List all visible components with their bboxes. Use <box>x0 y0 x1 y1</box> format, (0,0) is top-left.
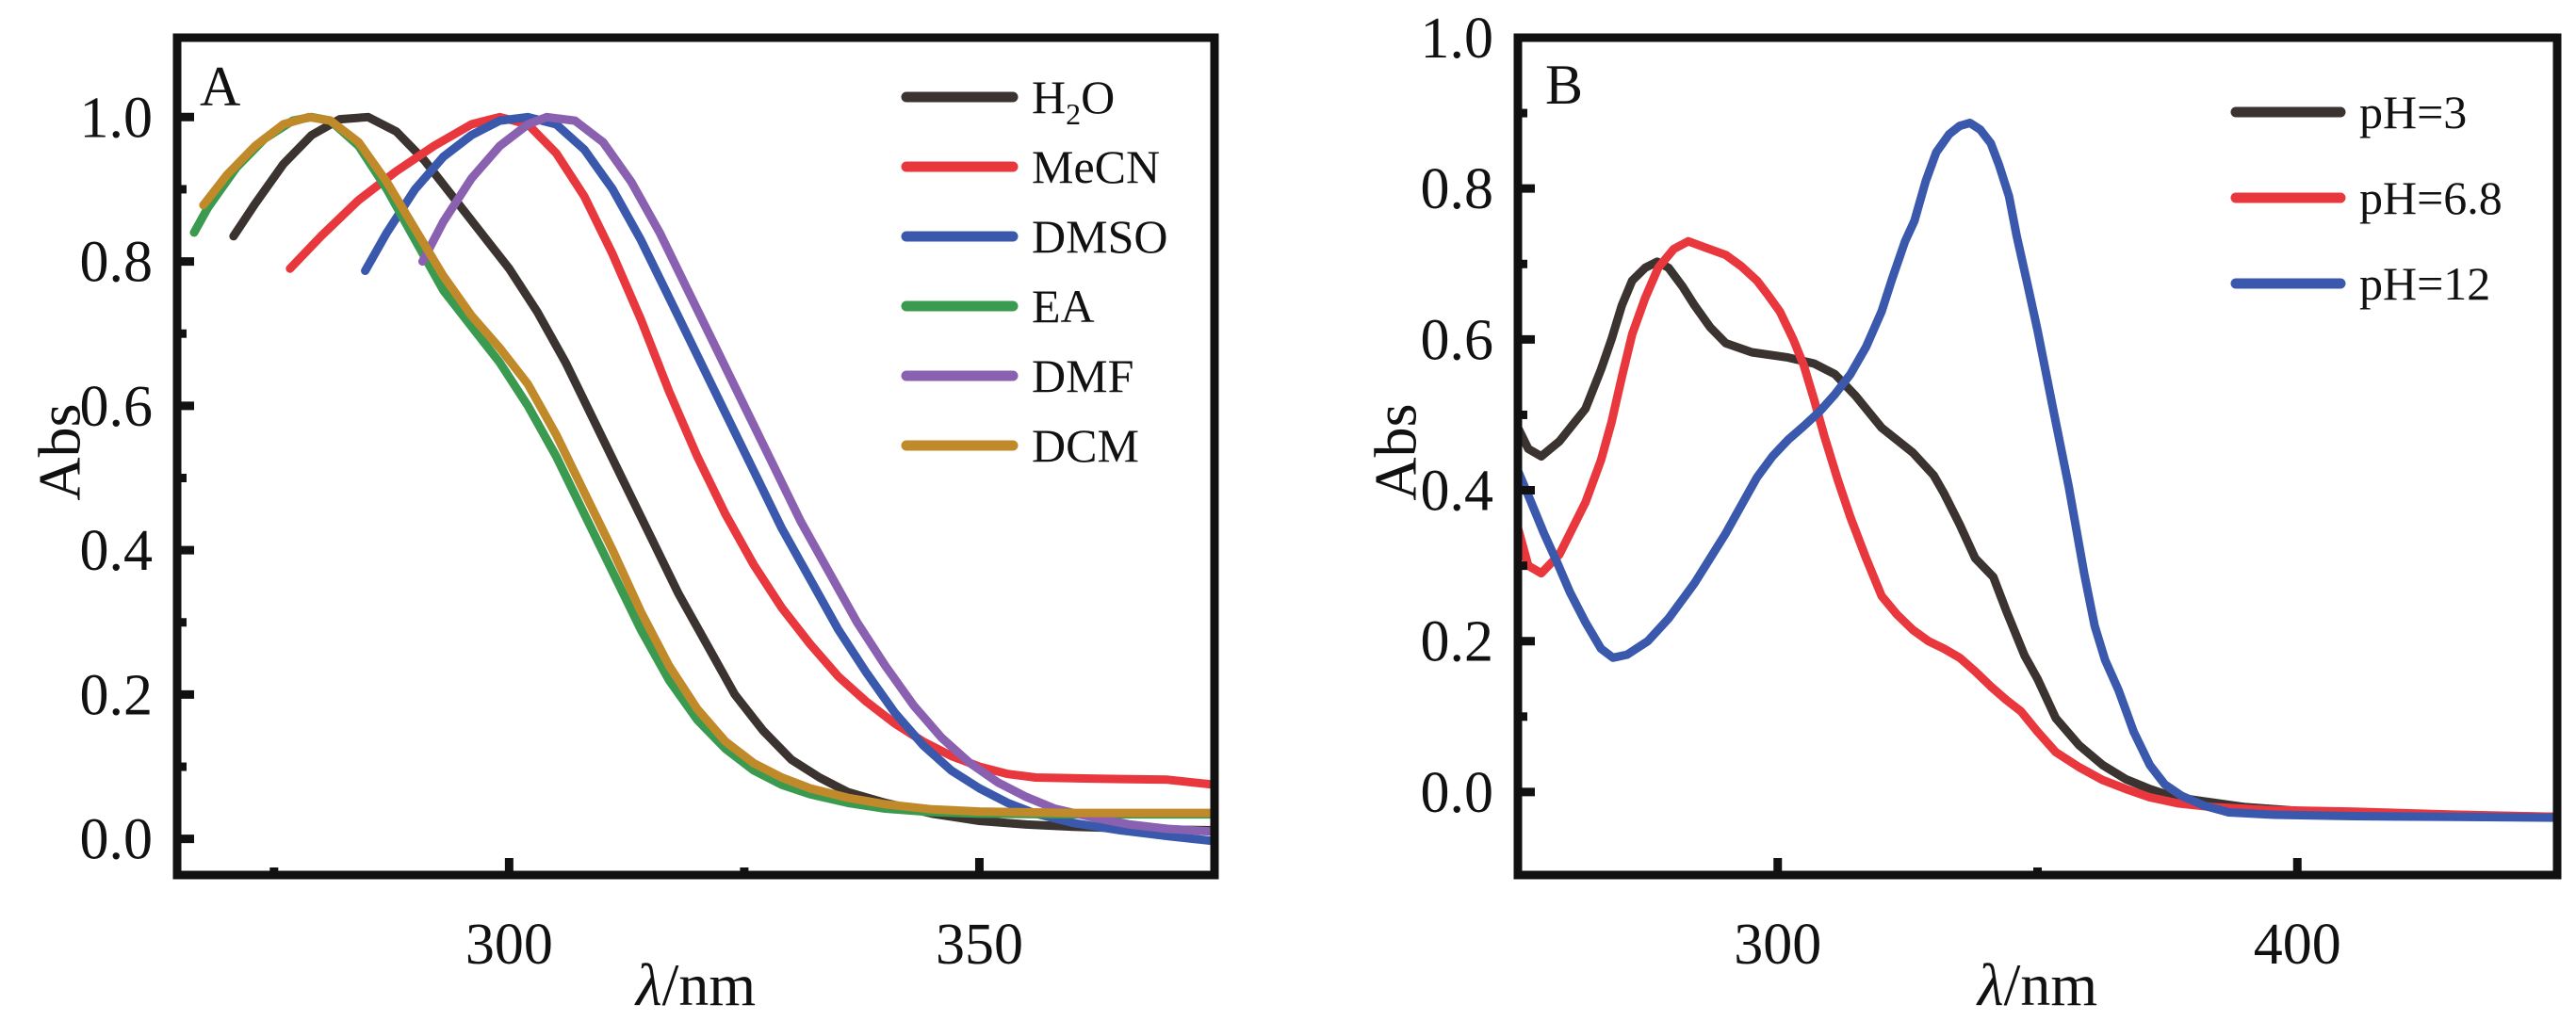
panel-a-tick-labels: 0.0 0.2 0.4 0.6 0.8 1.0 300 350 <box>80 86 1023 977</box>
panel-a-series-dmf <box>418 112 1215 836</box>
panel-b-letter: B <box>1545 54 1583 116</box>
panel-a-legend-label: DMF <box>1032 349 1133 402</box>
panel-b-x-tick-label: 400 <box>2254 913 2341 977</box>
panel-b-series-ph-12 <box>1518 119 2557 822</box>
panel-a-legend-item: MeCN <box>901 140 1160 193</box>
panel-b-x-axis-title: λ/nm <box>1976 951 2097 1018</box>
panel-a-legend-label: MeCN <box>1032 140 1160 193</box>
panel-b-y-tick-label: 0.4 <box>1421 460 1494 524</box>
panel-b-y-axis-title: Abs <box>1361 403 1428 500</box>
panel-b-series-ph-3 <box>1518 257 2557 821</box>
panel-a-y-axis-title: Abs <box>25 403 92 500</box>
panel-b-y-tick-label: 0.0 <box>1421 761 1494 825</box>
panel-a-legend-label: DMSO <box>1032 210 1167 263</box>
panel-a-y-tick-label: 0.8 <box>80 231 154 295</box>
panel-a-series-mecn <box>285 112 1215 789</box>
panel-b-legend-label: pH=12 <box>2359 257 2490 310</box>
panel-b-y-tick-label: 0.6 <box>1421 308 1494 372</box>
panel-a: 0.0 0.2 0.4 0.6 0.8 1.0 300 350 A λ/nm Abs H2O M… <box>25 33 1219 1018</box>
panel-b-x-tick-label: 300 <box>1734 913 1821 977</box>
panel-a-y-tick-label: 0.4 <box>80 519 154 583</box>
panel-b-legend-item: pH=12 <box>2230 257 2490 310</box>
panel-a-legend-label: H2O <box>1032 71 1115 131</box>
panel-a-series <box>189 112 1215 846</box>
panel-a-series-dcm <box>199 112 1215 818</box>
panel-b-ticks <box>1518 33 2302 875</box>
panel-a-x-title-unit: /nm <box>662 951 757 1018</box>
panel-a-legend-label: EA <box>1032 280 1095 332</box>
panel-a-series-dmso <box>361 112 1215 846</box>
panel-b-y-tick-label: 0.8 <box>1421 157 1494 221</box>
panel-a-legend: H2O MeCN DMSO EA DMF DCM <box>901 71 1167 472</box>
panel-b-series <box>1518 119 2557 822</box>
panel-a-legend-item: EA <box>901 280 1095 332</box>
panel-b-legend-item: pH=3 <box>2230 86 2467 138</box>
panel-a-x-tick-label: 350 <box>936 913 1023 977</box>
panel-b-x-title-unit: /nm <box>2004 951 2098 1018</box>
panel-a-letter: A <box>200 56 240 118</box>
panel-b-series-ph-6-8 <box>1518 236 2557 821</box>
panel-a-legend-label: DCM <box>1032 419 1139 472</box>
panel-b-x-title-symbol: λ <box>1976 951 2004 1018</box>
panel-a-series-h2o <box>229 112 1215 835</box>
panel-a-x-title-symbol: λ <box>634 951 662 1018</box>
panel-a-y-tick-label: 1.0 <box>80 86 154 150</box>
panel-a-frame <box>172 33 1219 880</box>
panel-b-legend: pH=3 pH=6.8 pH=12 <box>2230 86 2503 310</box>
panel-b-legend-label: pH=3 <box>2359 86 2467 138</box>
panel-a-x-tick-label: 300 <box>465 913 553 977</box>
panel-a-legend-item: H2O <box>901 71 1115 131</box>
panel-b: 0.0 0.2 0.4 0.6 0.8 1.0 300 400 B λ/nm Abs pH=3… <box>1361 7 2562 1018</box>
panel-a-legend-item: DCM <box>901 419 1139 472</box>
panel-a-y-tick-label: 0.0 <box>80 808 154 872</box>
panel-a-legend-item: DMF <box>901 349 1133 402</box>
panel-b-y-tick-label: 0.2 <box>1421 610 1494 674</box>
panel-a-y-tick-label: 0.2 <box>80 663 154 727</box>
panel-b-frame <box>1513 33 2562 880</box>
panel-a-ticks <box>177 112 984 875</box>
panel-b-y-tick-label: 1.0 <box>1421 7 1494 71</box>
panel-a-x-axis-title: λ/nm <box>634 951 756 1018</box>
panel-b-legend-label: pH=6.8 <box>2359 171 2503 224</box>
panel-a-legend-item: DMSO <box>901 210 1167 263</box>
panel-b-tick-labels: 0.0 0.2 0.4 0.6 0.8 1.0 300 400 <box>1421 7 2341 977</box>
panel-b-legend-item: pH=6.8 <box>2230 171 2503 224</box>
panel-a-y-tick-label: 0.6 <box>80 375 154 439</box>
